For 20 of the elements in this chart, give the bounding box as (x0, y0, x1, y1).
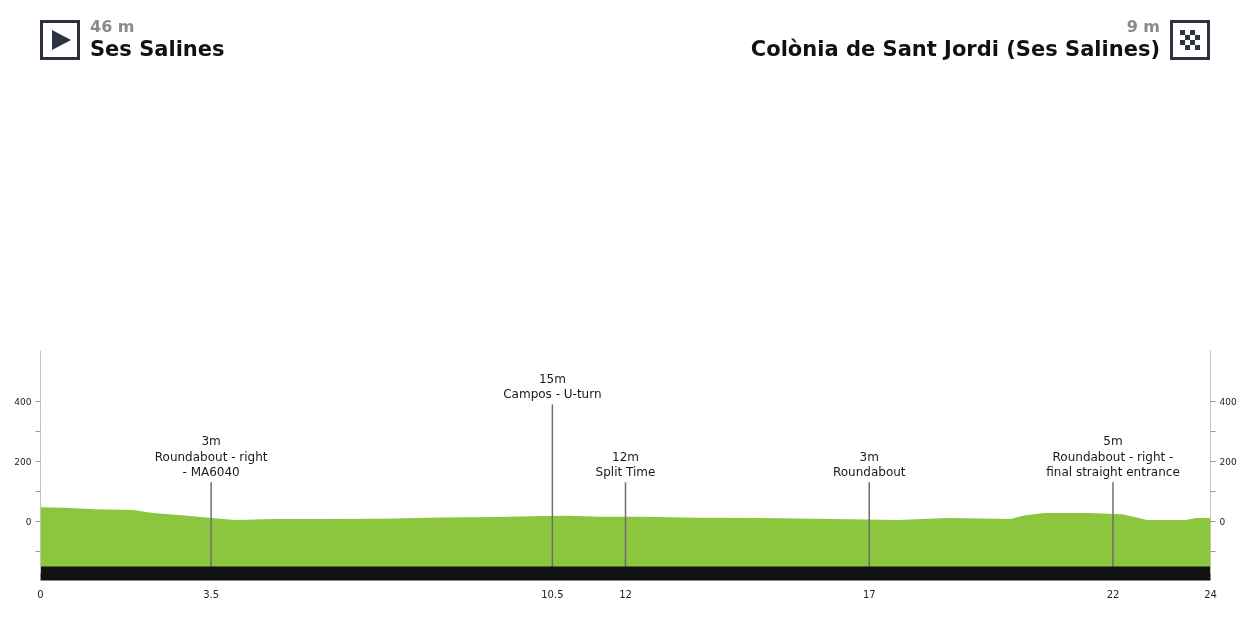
ref-line-label: 5m Roundabout - right - final straight entrance (1046, 434, 1180, 480)
y-tick-label: 200 (14, 456, 32, 467)
ref-line-label: 12m Split Time (595, 449, 656, 480)
x-tick-label: 10.5 (541, 588, 564, 600)
y-tick-label: 0 (25, 516, 32, 527)
ref-line-label: 3m Roundabout (832, 449, 906, 480)
text: 9 m Colònia de Sant Jordi (Ses Salines) (750, 17, 1160, 62)
y-tick-label: 400 (14, 396, 32, 407)
ref-line-label: 3m Roundabout - right - MA6040 (154, 434, 268, 480)
x-tick-label: 17 (862, 588, 876, 600)
x-tick-label: 22 (1106, 588, 1120, 600)
x-tick-label: 12 (619, 588, 632, 600)
ref-line-label: 15m Campos - U-turn (503, 371, 602, 402)
x-tick-label: 24 (1204, 588, 1217, 600)
y2-tick-label: 400 (1219, 396, 1237, 407)
y2-tick-label: 0 (1219, 516, 1226, 527)
x-tick-label: 0 (37, 588, 44, 600)
y2-tick-label: 200 (1219, 456, 1237, 467)
x-tick-label: 3.5 (203, 588, 220, 600)
text: 46 m Ses Salines (90, 17, 225, 62)
